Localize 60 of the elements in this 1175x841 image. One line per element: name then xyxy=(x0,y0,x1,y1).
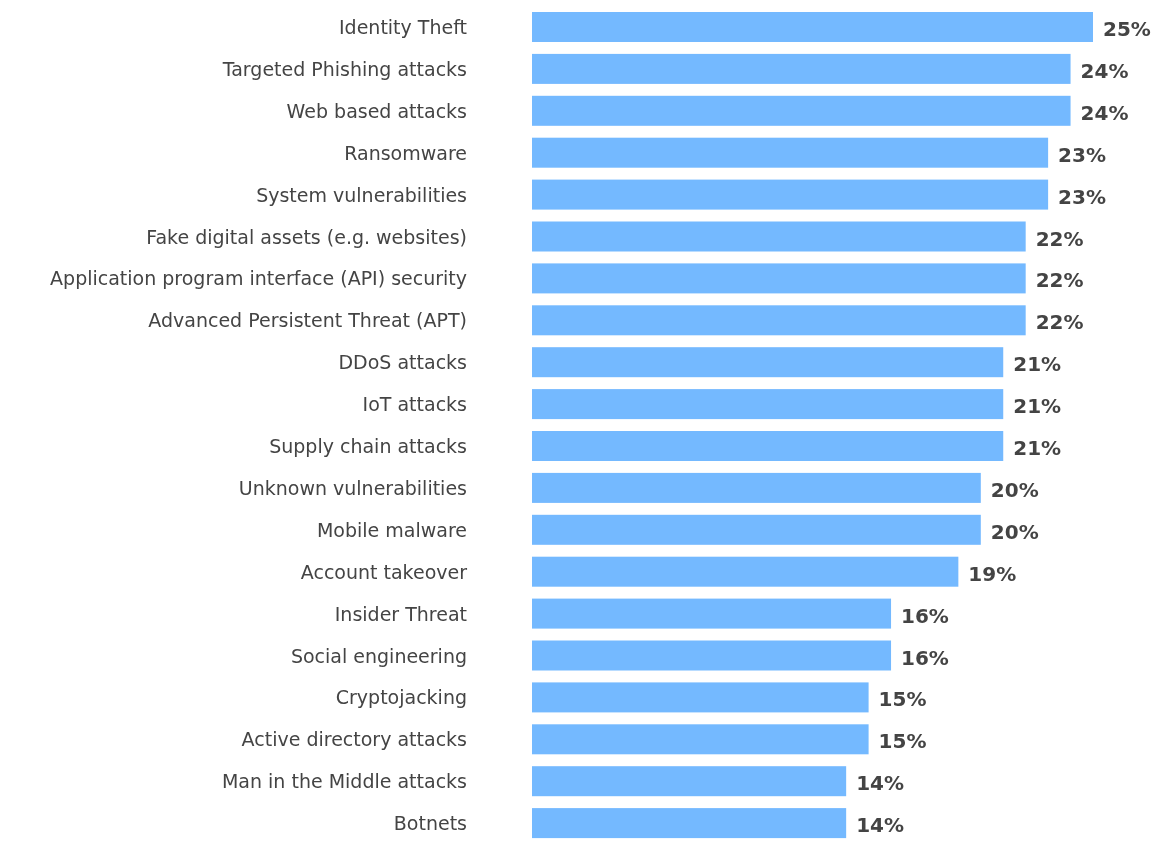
data-label: 23% xyxy=(1058,184,1106,209)
data-label: 22% xyxy=(1035,268,1084,293)
y-tick-label: Identity Theft xyxy=(339,16,467,38)
y-tick-label: Active directory attacks xyxy=(241,728,467,751)
y-tick-label: Application program interface (API) security xyxy=(50,267,467,290)
bar xyxy=(532,598,892,629)
data-label: 14% xyxy=(856,813,905,838)
data-label: 20% xyxy=(990,477,1039,502)
data-label: 21% xyxy=(1013,352,1062,377)
data-label: 14% xyxy=(856,771,905,796)
y-tick-label: IoT attacks xyxy=(362,393,467,416)
bar xyxy=(532,808,847,839)
bar xyxy=(532,389,1004,420)
data-label: 15% xyxy=(878,729,927,754)
bar xyxy=(532,263,1026,294)
bar xyxy=(532,347,1004,378)
bar xyxy=(532,766,847,797)
data-label: 16% xyxy=(901,645,949,670)
y-tick-label: System vulnerabilities xyxy=(256,183,467,206)
data-label: 16% xyxy=(901,603,949,628)
bar xyxy=(532,724,869,755)
bar xyxy=(532,472,981,503)
data-label: 22% xyxy=(1035,310,1084,335)
y-tick-label: Supply chain attacks xyxy=(269,435,467,457)
bar xyxy=(532,682,869,713)
y-tick-label: Fake digital assets (e.g. websites) xyxy=(146,225,467,248)
data-label: 25% xyxy=(1103,17,1151,41)
data-label: 20% xyxy=(990,519,1039,544)
y-tick-label: Cryptojacking xyxy=(335,686,467,709)
bar xyxy=(532,431,1004,461)
data-label: 23% xyxy=(1058,142,1106,167)
y-tick-label: Social engineering xyxy=(290,644,467,667)
data-label: 24% xyxy=(1080,58,1129,83)
y-tick-label: Unknown vulnerabilities xyxy=(238,476,467,499)
bar xyxy=(532,221,1026,252)
bar xyxy=(532,53,1071,84)
y-tick-label: Advanced Persistent Threat (APT) xyxy=(148,309,467,332)
bar xyxy=(532,514,981,545)
bar xyxy=(532,179,1049,210)
bar xyxy=(532,556,959,587)
bar xyxy=(532,305,1026,336)
y-tick-label: Ransomware xyxy=(344,141,467,164)
bar xyxy=(532,137,1049,168)
data-label: 15% xyxy=(878,687,927,712)
bar xyxy=(532,640,892,671)
bar xyxy=(532,12,1093,42)
data-label: 24% xyxy=(1080,100,1129,125)
bar xyxy=(532,95,1071,126)
data-label: 21% xyxy=(1013,394,1062,419)
y-tick-label: Man in the Middle attacks xyxy=(221,770,467,793)
y-tick-label: DDoS attacks xyxy=(338,351,467,374)
y-tick-label: Mobile malware xyxy=(316,518,467,541)
y-tick-label: Web based attacks xyxy=(286,99,467,122)
y-tick-label: Targeted Phishing attacks xyxy=(221,57,467,80)
y-tick-label: Botnets xyxy=(393,812,467,835)
data-label: 22% xyxy=(1035,226,1084,251)
y-tick-label: Insider Threat xyxy=(334,602,467,625)
y-tick-label: Account takeover xyxy=(300,560,468,583)
data-label: 21% xyxy=(1013,436,1062,460)
data-label: 19% xyxy=(968,561,1017,586)
